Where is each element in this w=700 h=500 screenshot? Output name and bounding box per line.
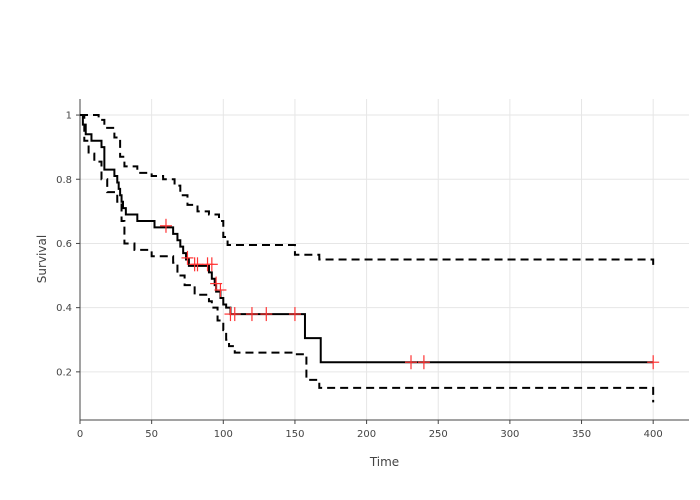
y-tick-label: 1 <box>66 111 72 122</box>
censor-mark <box>417 355 430 370</box>
x-tick-label: 50 <box>145 429 158 440</box>
y-tick-label: 0.4 <box>56 303 72 314</box>
censor-mark <box>245 307 258 322</box>
censor-marks <box>159 218 660 370</box>
x-tick-label: 250 <box>429 429 448 440</box>
ci-lower-curve <box>80 114 655 403</box>
series-lines <box>80 114 655 403</box>
censor-mark <box>260 307 273 322</box>
x-tick-label: 150 <box>285 429 304 440</box>
censor-mark <box>228 307 241 322</box>
x-tick-label: 300 <box>500 429 519 440</box>
axes <box>76 99 689 424</box>
x-axis-title: Time <box>369 455 399 469</box>
y-axis-title: Survival <box>35 235 49 283</box>
censor-mark <box>159 218 172 233</box>
x-tick-label: 0 <box>77 429 83 440</box>
censor-mark <box>288 307 301 322</box>
x-tick-label: 400 <box>644 429 663 440</box>
x-tick-label: 350 <box>572 429 591 440</box>
censor-mark <box>647 355 660 370</box>
x-tick-label: 200 <box>357 429 376 440</box>
y-tick-label: 0.8 <box>56 175 72 186</box>
x-tick-label: 100 <box>214 429 233 440</box>
y-tick-label: 0.6 <box>56 239 72 250</box>
censor-mark <box>205 257 218 272</box>
censor-mark <box>214 282 227 297</box>
y-tick-label: 0.2 <box>56 367 72 378</box>
censor-mark <box>181 250 194 265</box>
censor-mark <box>191 257 204 272</box>
ci-upper-curve <box>80 114 655 270</box>
tick-labels: 0 50 100 150 200 250 300 350 400 0.2 0.4 0.6 0.8 1 <box>56 111 663 440</box>
survival-curve <box>80 114 654 364</box>
censor-mark <box>405 355 418 370</box>
